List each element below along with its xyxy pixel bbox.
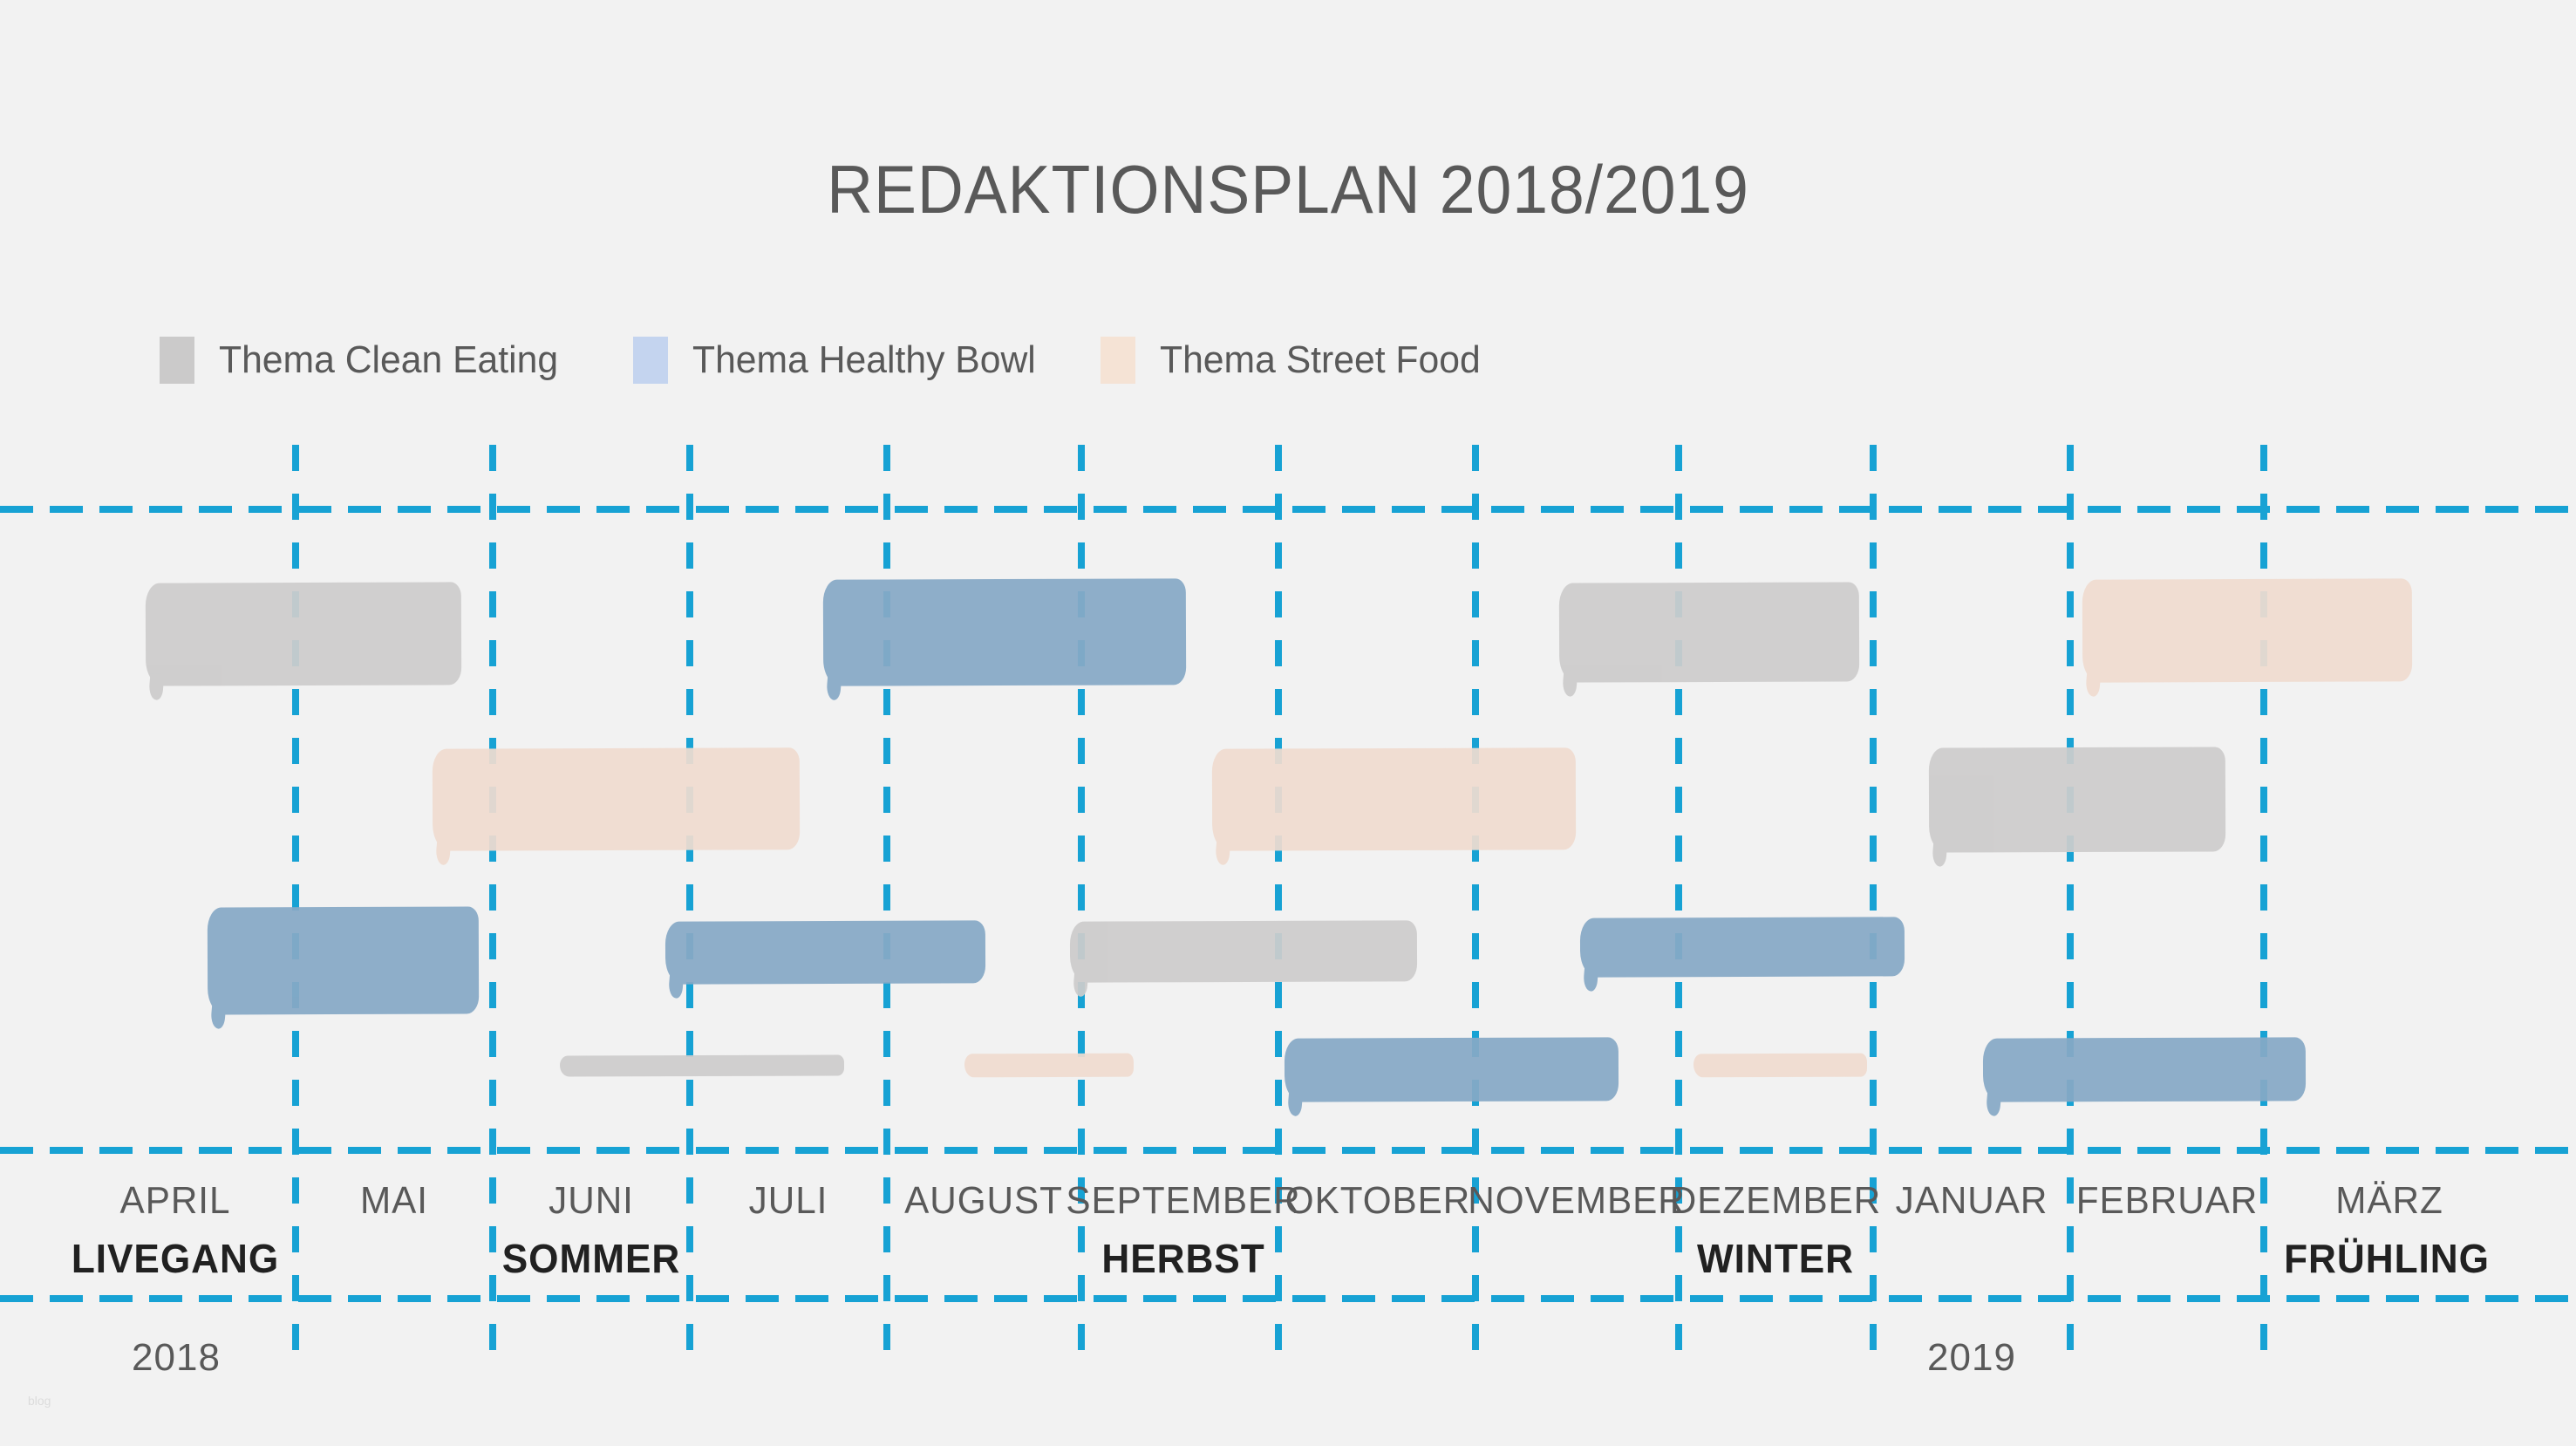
legend-swatch-healthy-bowl	[633, 337, 668, 384]
month-label-märz: MÄRZ	[2335, 1179, 2443, 1222]
legend-label-healthy-bowl: Thema Healthy Bowl	[692, 338, 1036, 381]
month-label-august: AUGUST	[904, 1179, 1063, 1222]
legend-swatch-clean-eating	[160, 337, 194, 384]
bar-street-food-row2	[1211, 747, 1577, 851]
year-label-2018: 2018	[132, 1336, 221, 1379]
month-divider-line-7	[1472, 445, 1479, 1359]
month-label-september: SEPTEMBER	[1066, 1179, 1301, 1222]
bar-healthy-bowl-row3	[1579, 917, 1905, 978]
bar-street-food-row4	[964, 1053, 1135, 1078]
month-divider-line-10	[2067, 445, 2074, 1359]
horizontal-dashed-line-3	[0, 1295, 2576, 1302]
season-label-winter: WINTER	[1697, 1236, 1854, 1281]
bar-healthy-bowl-row4	[1284, 1037, 1619, 1102]
bar-street-food-row2	[432, 747, 801, 851]
bar-street-food-row1	[2082, 578, 2413, 683]
bar-clean-eating-row2	[1928, 747, 2226, 853]
month-divider-line-3	[686, 445, 693, 1359]
bar-healthy-bowl-row3	[664, 920, 986, 985]
bar-clean-eating-row4	[559, 1054, 845, 1077]
legend-item-healthy-bowl: Thema Healthy Bowl	[633, 337, 1046, 384]
legend-item-clean-eating: Thema Clean Eating	[160, 337, 569, 384]
legend-swatch-street-food	[1101, 337, 1135, 384]
month-label-november: NOVEMBER	[1468, 1179, 1686, 1222]
legend-label-clean-eating: Thema Clean Eating	[219, 338, 559, 381]
month-label-februar: FEBRUAR	[2075, 1179, 2259, 1222]
month-divider-line-9	[1870, 445, 1877, 1359]
bar-healthy-bowl-row1	[822, 578, 1187, 686]
month-label-april: APRIL	[119, 1179, 231, 1222]
month-divider-line-11	[2260, 445, 2267, 1359]
month-label-mai: MAI	[360, 1179, 428, 1222]
legend-label-street-food: Thema Street Food	[1160, 338, 1481, 381]
bar-clean-eating-row1	[1558, 582, 1860, 683]
month-label-dezember: DEZEMBER	[1669, 1179, 1882, 1222]
month-label-juni: JUNI	[549, 1179, 634, 1222]
bar-healthy-bowl-row3	[207, 906, 480, 1015]
season-label-herbst: HERBST	[1101, 1236, 1265, 1281]
month-divider-line-6	[1275, 445, 1282, 1359]
month-divider-line-8	[1675, 445, 1682, 1359]
watermark-text: blog	[28, 1394, 51, 1408]
bar-healthy-bowl-row4	[1982, 1037, 2307, 1102]
horizontal-dashed-line-2	[0, 1147, 2576, 1154]
month-label-januar: JANUAR	[1895, 1179, 2048, 1222]
season-label-livegang: LIVEGANG	[71, 1236, 280, 1281]
bar-clean-eating-row1	[145, 582, 462, 686]
month-divider-line-4	[883, 445, 890, 1359]
month-label-juli: JULI	[748, 1179, 828, 1222]
legend-item-street-food: Thema Street Food	[1101, 337, 1490, 384]
year-label-2019: 2019	[1927, 1336, 2016, 1379]
page-title: REDAKTIONSPLAN 2018/2019	[827, 151, 1749, 228]
month-divider-line-2	[489, 445, 496, 1359]
bar-street-food-row4	[1693, 1053, 1868, 1078]
horizontal-dashed-line-1	[0, 506, 2576, 513]
bar-clean-eating-row3	[1069, 920, 1418, 983]
month-divider-line-1	[292, 445, 299, 1359]
season-label-sommer: SOMMER	[501, 1236, 681, 1281]
month-label-oktober: OKTOBER	[1285, 1179, 1471, 1222]
season-label-frühling: FRÜHLING	[2284, 1236, 2490, 1281]
month-divider-line-5	[1078, 445, 1085, 1359]
